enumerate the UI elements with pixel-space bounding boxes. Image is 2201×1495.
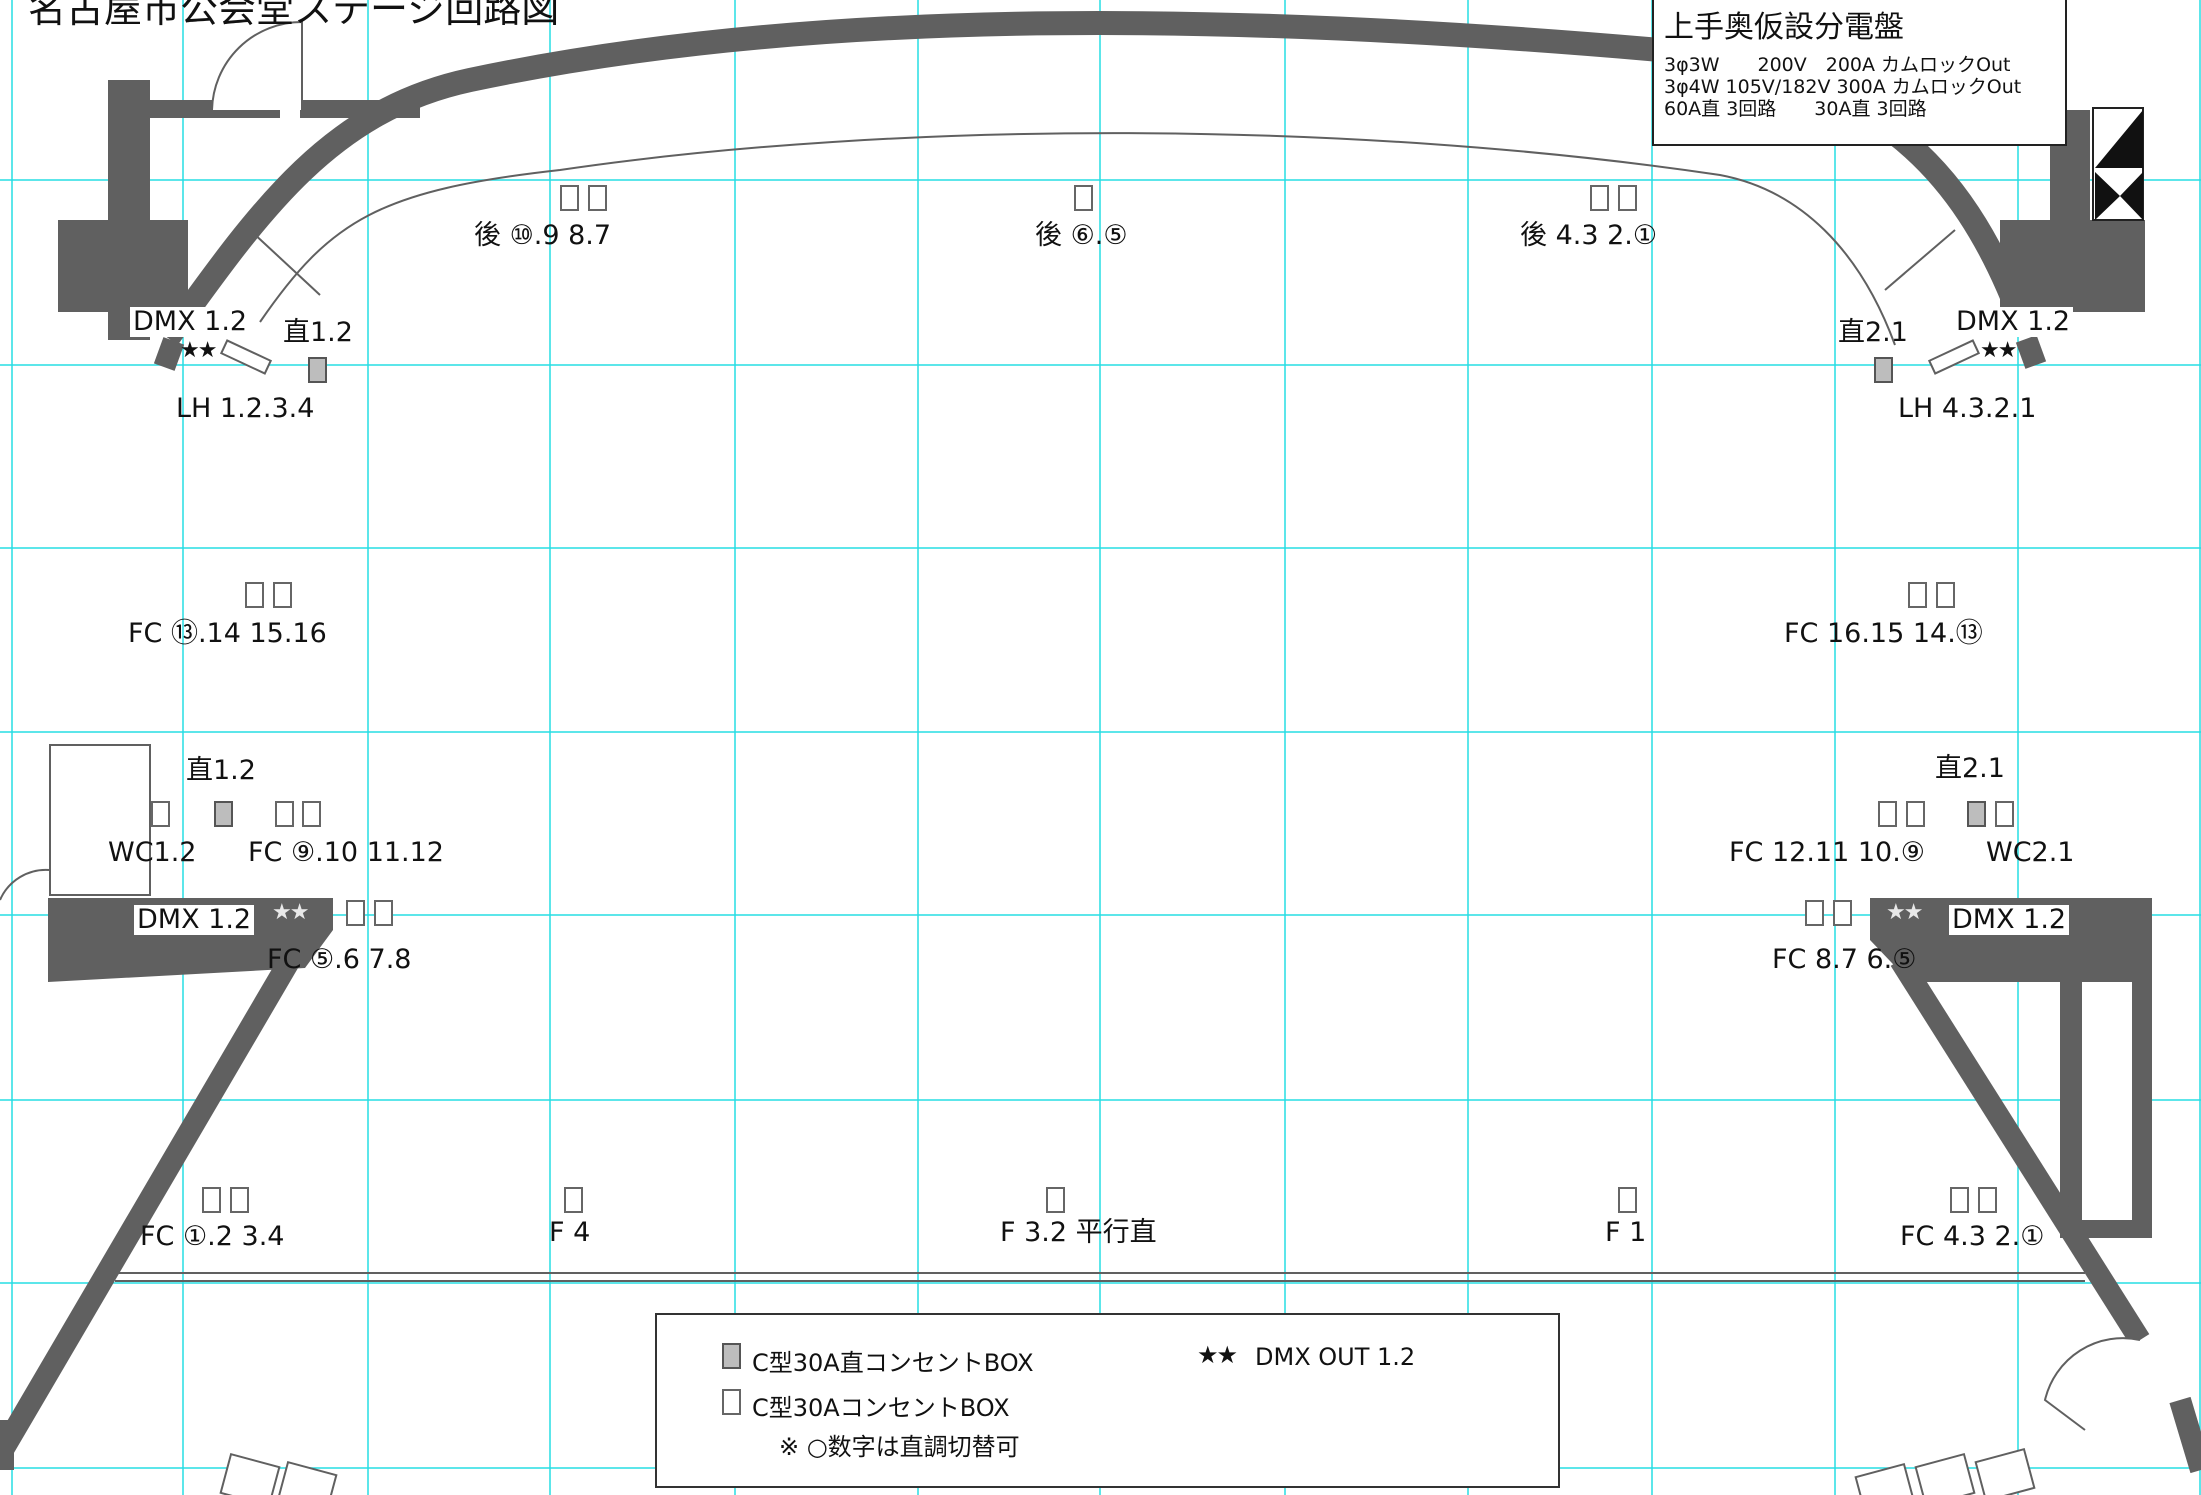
outlet-box <box>202 1187 221 1213</box>
rear-right-label: 後 4.3 2.① <box>1520 220 1658 251</box>
wc-left-label: WC1.2 <box>108 837 197 868</box>
fc-front-right-label: FC 4.3 2.① <box>1900 1221 2045 1252</box>
legend-note: ※ ○数字は直調切替可 <box>779 1433 1020 1461</box>
legend-direct-box-icon <box>722 1343 741 1369</box>
outlet-box <box>230 1187 249 1213</box>
direct-lower-left-label: 直1.2 <box>186 755 256 786</box>
outlet-box <box>1950 1187 1969 1213</box>
direct-outlet-box <box>1967 801 1986 827</box>
dmx-star-icon: ★★ <box>180 338 217 363</box>
rear-center-label: 後 ⑥.⑤ <box>1035 220 1128 251</box>
f-center-label: F 3.2 平行直 <box>1000 1217 1157 1248</box>
dmx-lower-right-label: DMX 1.2 <box>1949 905 2070 935</box>
lower-left-closet <box>49 744 151 896</box>
outlet-box <box>1906 801 1925 827</box>
diagram-title: 名古屋市公会堂ステージ回路図 <box>28 0 560 31</box>
lower-right-wall <box>1870 898 2152 1238</box>
dmx-star-icon: ★★ <box>1886 900 1923 925</box>
panel-title: 上手奥仮設分電盤 <box>1664 10 1904 45</box>
outlet-box <box>374 900 393 926</box>
outlet-box <box>1590 185 1609 211</box>
direct-lower-right-label: 直2.1 <box>1935 753 2005 784</box>
rear-inner-arc <box>259 132 1896 346</box>
left-proscenium-wall <box>0 954 300 1461</box>
outlet-box <box>1833 900 1852 926</box>
outlet-box <box>564 1187 583 1213</box>
right-proscenium-wall <box>1890 954 2150 1346</box>
f1-label: F 1 <box>1605 1217 1647 1248</box>
direct-outlet-box <box>1874 357 1893 383</box>
lh-right-label: LH 4.3.2.1 <box>1898 393 2037 424</box>
outlet-box <box>346 900 365 926</box>
fc-lower-left-label: FC ⑤.6 7.8 <box>267 944 412 975</box>
outlet-box <box>1878 801 1897 827</box>
outlet-box <box>1936 582 1955 608</box>
rear-left-label: 後 ⑩.9 8.7 <box>474 220 612 251</box>
f4-label: F 4 <box>549 1217 591 1248</box>
legend-dmx-label: DMX OUT 1.2 <box>1255 1343 1416 1371</box>
legend-star-icon: ★★ <box>1197 1341 1238 1369</box>
outlet-box <box>273 582 292 608</box>
outlet-box <box>1995 801 2014 827</box>
legend-direct-box-label: C型30A直コンセントBOX <box>752 1349 1034 1377</box>
outlet-box <box>588 185 607 211</box>
outlet-box <box>1618 1187 1637 1213</box>
fc-wing-right-label: FC 12.11 10.⑨ <box>1729 837 1925 868</box>
direct-upper-right-label: 直2.1 <box>1838 317 1908 348</box>
panel-line: 3φ3W 200V 200A カムロックOut <box>1664 54 2011 76</box>
upper-left-wall <box>58 80 420 371</box>
direct-upper-left-label: 直1.2 <box>283 317 353 348</box>
legend-box-label: C型30AコンセントBOX <box>752 1394 1010 1422</box>
wc-right-label: WC2.1 <box>1986 837 2075 868</box>
outlet-box <box>302 801 321 827</box>
upper-left-door <box>211 20 303 111</box>
dmx-upper-left-label: DMX 1.2 <box>130 307 251 337</box>
lh-left-label: LH 1.2.3.4 <box>176 393 315 424</box>
dmx-upper-right-label: DMX 1.2 <box>1953 307 2074 337</box>
outlet-box <box>1074 185 1093 211</box>
outlet-box <box>1908 582 1927 608</box>
outlet-box <box>1046 1187 1065 1213</box>
fc-mid-left-label: FC ⑬.14 15.16 <box>128 618 327 649</box>
fc-wing-left-label: FC ⑨.10 11.12 <box>248 837 444 868</box>
outlet-box <box>1618 185 1637 211</box>
fc-front-left-label: FC ①.2 3.4 <box>140 1221 285 1252</box>
outlet-box <box>151 801 170 827</box>
legend-box-icon <box>722 1389 741 1415</box>
dmx-lower-left-label: DMX 1.2 <box>134 905 255 935</box>
outlet-box <box>275 801 294 827</box>
outlet-box <box>1978 1187 1997 1213</box>
direct-outlet-box <box>308 357 327 383</box>
legend: C型30A直コンセントBOX C型30AコンセントBOX ※ ○数字は直調切替可… <box>655 1313 1560 1488</box>
fc-mid-right-label: FC 16.15 14.⑬ <box>1784 618 1983 649</box>
dmx-star-icon: ★★ <box>272 900 309 925</box>
distribution-panel-note: 上手奥仮設分電盤 3φ3W 200V 200A カムロックOut 3φ4W 10… <box>1652 0 2067 146</box>
panel-line: 60A直 3回路 30A直 3回路 <box>1664 98 1927 120</box>
outlet-box <box>1805 900 1824 926</box>
panel-line: 3φ4W 105V/182V 300A カムロックOut <box>1664 76 2022 98</box>
outlet-box <box>245 582 264 608</box>
direct-outlet-box <box>214 801 233 827</box>
upper-right-marker <box>2092 107 2144 221</box>
outlet-box <box>560 185 579 211</box>
dmx-star-icon: ★★ <box>1980 338 2017 363</box>
lower-left-wall <box>48 898 333 982</box>
fc-lower-right-label: FC 8.7 6.⑤ <box>1772 944 1917 975</box>
